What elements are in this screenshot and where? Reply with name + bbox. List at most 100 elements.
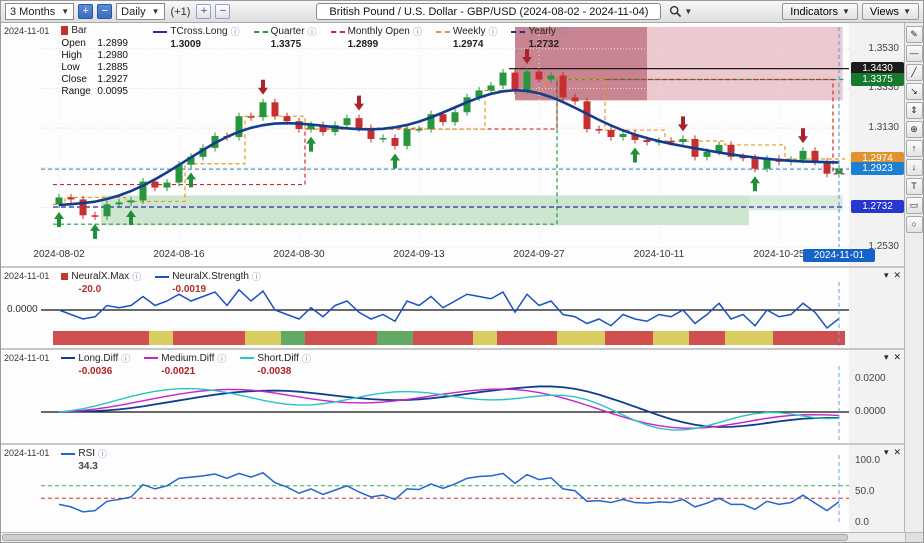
overlay-legend: TCross.Long ⓘ 1.3009 Quarter ⓘ 1.3375 Monthly … bbox=[153, 25, 568, 50]
info-icon[interactable]: ⓘ bbox=[558, 27, 568, 37]
horizontal-scrollbar[interactable] bbox=[1, 532, 923, 542]
ohlc-key: Low bbox=[61, 62, 80, 73]
close-panel-icon[interactable]: ✕ bbox=[893, 447, 902, 458]
legend-item: Long.Diff ⓘ -0.0036 bbox=[61, 352, 130, 377]
interval-offset-label: (+1) bbox=[170, 5, 191, 18]
legend-line-icon bbox=[511, 30, 526, 33]
range-select[interactable]: 3 Months ▼ bbox=[5, 3, 75, 20]
range-zoom-out-button[interactable]: − bbox=[97, 4, 113, 19]
legend-item: Quarter ⓘ 1.3375 bbox=[253, 25, 317, 50]
legend-item: Short.Diff ⓘ -0.0038 bbox=[240, 352, 311, 377]
info-icon[interactable]: ⓘ bbox=[412, 27, 422, 37]
views-button[interactable]: Views ▼ bbox=[861, 3, 919, 20]
panel-controls: ▾ ✕ bbox=[884, 270, 901, 281]
horizontal-line-tool[interactable]: — bbox=[905, 45, 923, 62]
legend-value: -0.0019 bbox=[172, 284, 207, 296]
date-axis-label: 2024-10-11 bbox=[633, 249, 685, 260]
legend-value: -20.0 bbox=[78, 284, 102, 296]
legend-label: Quarter bbox=[270, 26, 305, 37]
close-panel-icon[interactable]: ✕ bbox=[893, 351, 902, 362]
chart-stack: 2024-11-01 Bar Open 1.2899 High 1.2980 Low… bbox=[1, 23, 905, 532]
info-icon[interactable]: ⓘ bbox=[301, 353, 311, 364]
zero-axis-label: 0.0000 bbox=[7, 304, 38, 316]
symbol-search-button[interactable]: ▼ bbox=[665, 3, 696, 20]
info-icon[interactable]: ⓘ bbox=[98, 449, 108, 460]
legend-line-icon bbox=[153, 30, 168, 33]
neuralx-legend: NeuralX.Max ⓘ -20.0 NeuralX.Strength ⓘ -0.001… bbox=[61, 270, 261, 295]
legend-square-icon bbox=[61, 273, 69, 281]
legend-value: 1.3009 bbox=[170, 39, 201, 50]
rsi-axis-label: 50.0 bbox=[855, 486, 875, 498]
info-icon[interactable]: ⓘ bbox=[251, 272, 261, 283]
ohlc-readout: Open 1.2899 High 1.2980 Low 1.2885 Close 1.2… bbox=[61, 38, 141, 97]
legend-value: -0.0038 bbox=[257, 365, 292, 377]
indicators-button[interactable]: Indicators ▼ bbox=[782, 3, 858, 20]
collapse-panel-icon[interactable]: ▾ bbox=[883, 351, 889, 362]
range-zoom-in-button[interactable]: + bbox=[78, 4, 94, 19]
rsi-canvas[interactable] bbox=[1, 445, 904, 532]
diff-canvas[interactable] bbox=[1, 349, 904, 446]
info-icon[interactable]: ⓘ bbox=[307, 27, 317, 37]
info-icon[interactable]: ⓘ bbox=[230, 27, 240, 37]
workspace: 2024-11-01 Bar Open 1.2899 High 1.2980 Low… bbox=[1, 23, 923, 532]
neuralx-canvas[interactable] bbox=[1, 268, 904, 350]
date-axis-label: 2024-08-30 bbox=[273, 249, 325, 260]
arrow-tool[interactable]: ↘ bbox=[905, 83, 923, 100]
neuralx-indicator-panel: 2024-11-01 NeuralX.Max ⓘ -20.0 NeuralX.Stre… bbox=[1, 268, 905, 350]
date-axis-label: 2024-08-02 bbox=[33, 249, 85, 260]
trend-line-tool[interactable]: ╱ bbox=[905, 64, 923, 81]
chevron-down-icon: ▼ bbox=[841, 7, 850, 16]
info-icon[interactable]: ⓘ bbox=[217, 353, 227, 364]
legend-line-icon bbox=[144, 357, 159, 360]
ohlc-value: 0.0095 bbox=[97, 86, 128, 97]
legend-line-icon bbox=[155, 275, 170, 278]
info-icon[interactable]: ⓘ bbox=[121, 353, 131, 364]
text-tool[interactable]: T bbox=[905, 178, 923, 195]
scrollbar-thumb[interactable] bbox=[2, 534, 848, 541]
collapse-panel-icon[interactable]: ▾ bbox=[883, 447, 889, 458]
legend-line-icon bbox=[61, 357, 76, 360]
interval-select-value: Daily bbox=[121, 5, 146, 18]
bar-legend: Bar Open 1.2899 High 1.2980 Low 1.2885 Clos… bbox=[61, 25, 141, 97]
legend-label: Medium.Diff bbox=[161, 352, 215, 364]
price-badge: 1.3375 bbox=[851, 72, 904, 86]
rsi-header: 2024-11-01 RSI ⓘ 34.3 ▾ ✕ bbox=[4, 447, 901, 472]
date-axis-label: 2024-09-13 bbox=[393, 249, 445, 260]
bar-series-icon bbox=[61, 26, 69, 35]
ohlc-value: 1.2885 bbox=[97, 62, 128, 73]
info-icon[interactable]: ⓘ bbox=[488, 27, 498, 37]
rectangle-tool[interactable]: ▭ bbox=[905, 197, 923, 214]
views-button-label: Views bbox=[869, 5, 900, 18]
draw-pencil-tool[interactable]: ✎ bbox=[905, 26, 923, 43]
close-panel-icon[interactable]: ✕ bbox=[893, 270, 902, 281]
neuralx-header: 2024-11-01 NeuralX.Max ⓘ -20.0 NeuralX.Stre… bbox=[4, 270, 901, 295]
range-select-value: 3 Months bbox=[10, 5, 56, 18]
panel-date-label: 2024-11-01 bbox=[4, 352, 50, 363]
legend-value: -0.0021 bbox=[161, 365, 196, 377]
legend-line-icon bbox=[253, 30, 268, 33]
legend-item: NeuralX.Max ⓘ -20.0 bbox=[61, 270, 141, 295]
legend-label: Monthly Open bbox=[347, 26, 410, 37]
diff-axis-label: 0.0000 bbox=[855, 405, 886, 417]
arrow-down-marker-tool[interactable]: ↓ bbox=[905, 159, 923, 176]
info-icon[interactable]: ⓘ bbox=[132, 272, 142, 283]
price-chart-canvas[interactable] bbox=[1, 23, 904, 268]
interval-minus-button[interactable]: − bbox=[215, 4, 231, 19]
price-badge: 1.3430 bbox=[851, 61, 904, 75]
arrow-up-marker-tool[interactable]: ↑ bbox=[905, 140, 923, 157]
ellipse-tool[interactable]: ○ bbox=[905, 216, 923, 233]
interval-select[interactable]: Daily ▼ bbox=[116, 3, 165, 20]
rsi-axis-label: 100.0 bbox=[855, 455, 881, 467]
interval-plus-button[interactable]: + bbox=[196, 4, 212, 19]
collapse-panel-icon[interactable]: ▾ bbox=[883, 270, 889, 281]
resize-tool[interactable]: ⇕ bbox=[905, 102, 923, 119]
crosshair-tool[interactable]: ⊕ bbox=[905, 121, 923, 138]
scrollbar-corner bbox=[905, 533, 923, 542]
legend-label: RSI bbox=[78, 448, 96, 460]
ohlc-value: 1.2980 bbox=[97, 50, 128, 61]
ohlc-key: Range bbox=[61, 86, 91, 97]
chevron-down-icon: ▼ bbox=[61, 7, 70, 16]
diff-header: 2024-11-01 Long.Diff ⓘ -0.0036 Medium.Diff ⓘ… bbox=[4, 352, 901, 377]
ohlc-key: High bbox=[61, 50, 82, 61]
